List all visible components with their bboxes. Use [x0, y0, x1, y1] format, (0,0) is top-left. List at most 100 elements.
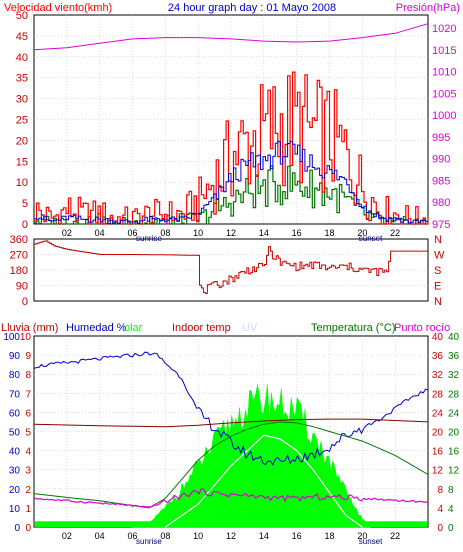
temp-y-tick: 4	[437, 504, 443, 515]
compass-label: W	[434, 250, 445, 262]
humidity-y-tick: 30	[9, 466, 21, 477]
rain-y-tick: 2	[25, 485, 31, 496]
temp-y-tick: 8	[437, 485, 443, 496]
rain-y-tick: 9	[25, 351, 31, 362]
chart-title: 24 hour graph day : 01 Mayo 2008	[168, 2, 336, 14]
direction-y-tick: 180	[10, 265, 28, 277]
temp-y-tick-right: 0	[448, 523, 454, 534]
rain-bar	[35, 521, 427, 527]
pressure-y-tick: 995	[432, 132, 450, 144]
direction-y-tick: 360	[10, 234, 28, 246]
rain-y-tick: 3	[25, 466, 31, 477]
humidity-legend: Humedad %	[66, 322, 127, 334]
pressure-y-tick: 980	[432, 197, 450, 209]
wind-x-tick: 20	[357, 228, 367, 238]
direction-y-tick: 90	[16, 281, 28, 293]
wind-x-tick: 06	[127, 228, 137, 238]
temp-y-tick: 20	[432, 428, 444, 439]
temp-y-tick-right: 4	[448, 504, 454, 515]
pressure-y-tick: 985	[432, 175, 450, 187]
sunrise-marker-lower: sunrise	[136, 537, 162, 546]
humidity-y-tick: 40	[9, 447, 21, 458]
wind-avg-line	[34, 140, 429, 225]
direction-y-tick: 270	[10, 250, 28, 262]
wind-x-tick: 14	[259, 228, 269, 238]
pressure-axis-label: Presión(hPa)	[396, 2, 460, 14]
wind-y-tick: 45	[16, 31, 28, 43]
temp-y-tick-right: 40	[448, 332, 460, 343]
humidity-y-tick: 100	[3, 332, 20, 343]
weather-x-tick: 22	[390, 531, 400, 541]
pressure-y-tick: 1005	[432, 88, 456, 100]
wind-x-tick: 08	[160, 228, 170, 238]
humidity-y-tick: 90	[9, 351, 21, 362]
temp-y-tick: 16	[432, 447, 444, 458]
sunrise-marker: sunrise	[136, 234, 162, 243]
temp-y-tick: 32	[432, 370, 444, 381]
wind-x-tick: 22	[390, 228, 400, 238]
wind-x-tick: 18	[324, 228, 334, 238]
rain-y-tick: 7	[25, 389, 31, 400]
sunset-marker-lower: sunset	[359, 537, 383, 546]
wind-x-tick: 02	[62, 228, 72, 238]
wind-y-tick: 20	[16, 135, 28, 147]
humidity-y-tick: 80	[9, 370, 21, 381]
humidity-line	[33, 351, 429, 466]
wind-y-tick: 0	[22, 219, 28, 231]
weather-x-tick: 14	[259, 531, 269, 541]
temp-y-tick-right: 8	[448, 485, 454, 496]
pressure-y-tick: 1000	[432, 110, 456, 122]
humidity-y-tick: 10	[9, 504, 21, 515]
sunset-marker: sunset	[359, 234, 383, 243]
humidity-y-tick: 0	[14, 523, 20, 534]
weather-x-tick: 08	[160, 531, 170, 541]
data-layer	[33, 23, 429, 528]
wind-y-tick: 50	[16, 10, 28, 22]
wind-x-tick: 04	[95, 228, 105, 238]
temperature-legend: Temperatura (°C)	[311, 322, 395, 334]
weather-x-tick: 18	[324, 531, 334, 541]
wind-y-tick: 30	[16, 94, 28, 106]
humidity-y-tick: 70	[9, 389, 21, 400]
wind-y-tick: 35	[16, 73, 28, 85]
weather-x-tick: 20	[357, 531, 367, 541]
weather-x-tick: 12	[226, 531, 236, 541]
humidity-y-tick: 20	[9, 485, 21, 496]
weather-x-tick: 16	[292, 531, 302, 541]
pressure-y-tick: 990	[432, 154, 450, 166]
dewpoint-line	[33, 488, 429, 508]
wind-y-tick: 10	[16, 177, 28, 189]
rain-y-tick: 5	[25, 428, 31, 439]
direction-line	[34, 240, 428, 294]
wind-y-tick: 5	[22, 198, 28, 210]
weather-x-tick: 10	[193, 531, 203, 541]
temp-y-tick: 12	[432, 466, 444, 477]
weather-x-tick: 06	[127, 531, 137, 541]
compass-label: E	[434, 281, 441, 293]
indoor-temp-line	[33, 418, 429, 428]
temp-y-tick: 40	[432, 332, 444, 343]
temp-y-tick: 0	[437, 523, 443, 534]
solar-legend: olar	[124, 322, 143, 334]
temp-y-tick-right: 12	[448, 466, 460, 477]
rain-y-tick: 0	[25, 523, 31, 534]
temp-y-tick-right: 16	[448, 447, 460, 458]
uv-line	[164, 434, 363, 528]
wind-gust-line	[34, 71, 429, 225]
wind-y-tick: 15	[16, 156, 28, 168]
wind-x-tick: 16	[292, 228, 302, 238]
rain-y-tick: 1	[25, 504, 31, 515]
temp-y-tick: 24	[432, 408, 444, 419]
wind-axis-label: Velocidad viento(kmh)	[4, 2, 112, 14]
temp-y-tick-right: 36	[448, 351, 460, 362]
indoor-temp-legend: Indoor temp	[172, 322, 231, 334]
temp-y-tick-right: 28	[448, 389, 460, 400]
temp-y-tick-right: 20	[448, 428, 460, 439]
weather-x-tick: 04	[95, 531, 105, 541]
temp-y-tick: 28	[432, 389, 444, 400]
uv-legend: UV	[242, 322, 258, 334]
wind-x-tick: 12	[226, 228, 236, 238]
pressure-y-tick: 975	[432, 219, 450, 231]
